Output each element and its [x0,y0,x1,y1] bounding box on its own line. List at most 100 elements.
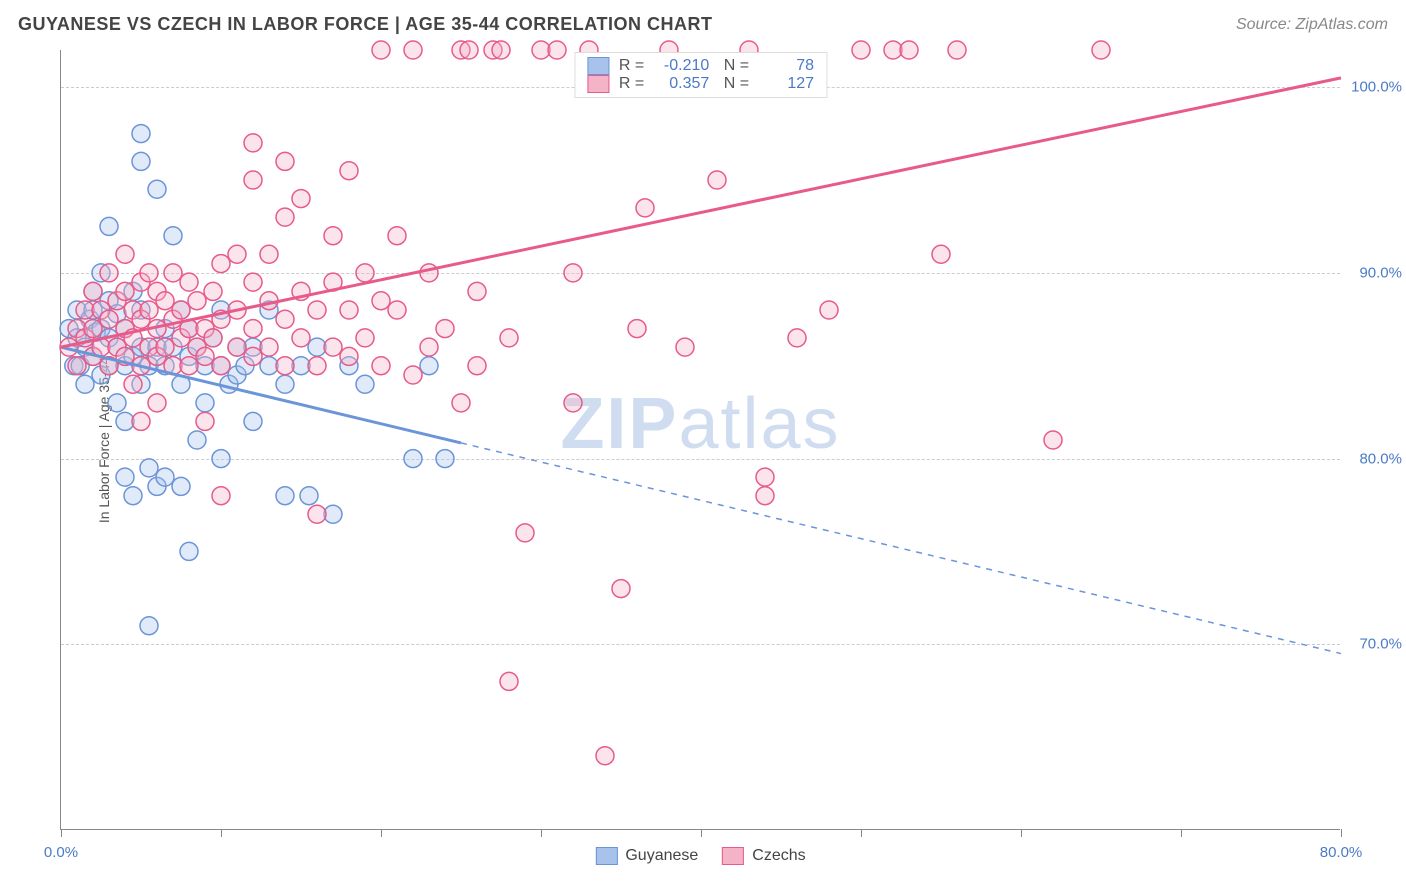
data-point [276,208,294,226]
data-point [196,347,214,365]
data-point [420,357,438,375]
data-point [84,320,102,338]
data-point [172,301,190,319]
data-point [140,301,158,319]
data-point [308,301,326,319]
data-point [276,152,294,170]
data-point [204,282,222,300]
data-point [420,264,438,282]
data-point [756,468,774,486]
data-point [820,301,838,319]
data-point [300,487,318,505]
data-point [116,468,134,486]
data-point [84,282,102,300]
data-point [132,412,150,430]
data-point [628,320,646,338]
data-point [244,273,262,291]
chart-source: Source: ZipAtlas.com [1236,16,1388,34]
data-point [124,375,142,393]
data-point [148,394,166,412]
data-point [1092,41,1110,59]
data-point [356,375,374,393]
data-point [180,357,198,375]
data-point [180,273,198,291]
data-point [340,347,358,365]
data-point [636,199,654,217]
data-point [500,329,518,347]
trend-line [61,78,1341,347]
data-point [372,292,390,310]
legend-row-czechs: R = 0.357 N = 127 [587,75,814,93]
data-point [516,524,534,542]
data-point [204,329,222,347]
r-value-guyanese: -0.210 [654,57,709,75]
correlation-legend: R = -0.210 N = 78 R = 0.357 N = 127 [574,52,827,98]
data-point [324,338,342,356]
x-tick-label: 0.0% [44,844,78,861]
data-point [292,329,310,347]
data-point [564,264,582,282]
data-point [148,180,166,198]
data-point [188,292,206,310]
data-point [260,338,278,356]
series-legend: Guyanese Czechs [595,847,805,865]
data-point [100,310,118,328]
n-value-czechs: 127 [759,75,814,93]
data-point [212,487,230,505]
y-tick-label: 80.0% [1359,450,1402,467]
data-point [852,41,870,59]
data-point [100,217,118,235]
data-point [564,394,582,412]
data-point [452,394,470,412]
data-point [404,450,422,468]
data-point [548,41,566,59]
swatch-czechs [722,847,744,865]
data-point [156,468,174,486]
data-point [116,282,134,300]
data-point [156,338,174,356]
r-value-czechs: 0.357 [654,75,709,93]
data-point [324,227,342,245]
data-point [140,617,158,635]
data-point [180,542,198,560]
data-point [676,338,694,356]
data-point [460,41,478,59]
data-point [708,171,726,189]
data-point [436,450,454,468]
data-point [948,41,966,59]
data-point [276,357,294,375]
data-point [788,329,806,347]
data-point [596,747,614,765]
data-point [404,41,422,59]
legend-row-guyanese: R = -0.210 N = 78 [587,57,814,75]
data-point [372,41,390,59]
data-point [68,357,86,375]
x-tick-label: 80.0% [1320,844,1363,861]
data-point [932,245,950,263]
data-point [188,431,206,449]
data-point [212,255,230,273]
r-label: R = [619,57,644,75]
data-point [372,357,390,375]
data-point [340,162,358,180]
data-point [500,672,518,690]
chart-header: GUYANESE VS CZECH IN LABOR FORCE | AGE 3… [18,14,1388,35]
n-value-guyanese: 78 [759,57,814,75]
chart-title: GUYANESE VS CZECH IN LABOR FORCE | AGE 3… [18,14,712,35]
data-point [140,264,158,282]
data-point [100,264,118,282]
data-point [276,375,294,393]
data-point [244,134,262,152]
data-point [164,227,182,245]
data-point [356,329,374,347]
data-point [196,394,214,412]
data-point [308,505,326,523]
chart-plot-area: In Labor Force | Age 35-44 ZIPatlas 70.0… [60,50,1340,830]
data-point [244,171,262,189]
data-point [276,310,294,328]
data-point [1044,431,1062,449]
data-point [468,357,486,375]
data-point [108,394,126,412]
legend-item-czechs: Czechs [722,847,805,865]
data-point [228,245,246,263]
